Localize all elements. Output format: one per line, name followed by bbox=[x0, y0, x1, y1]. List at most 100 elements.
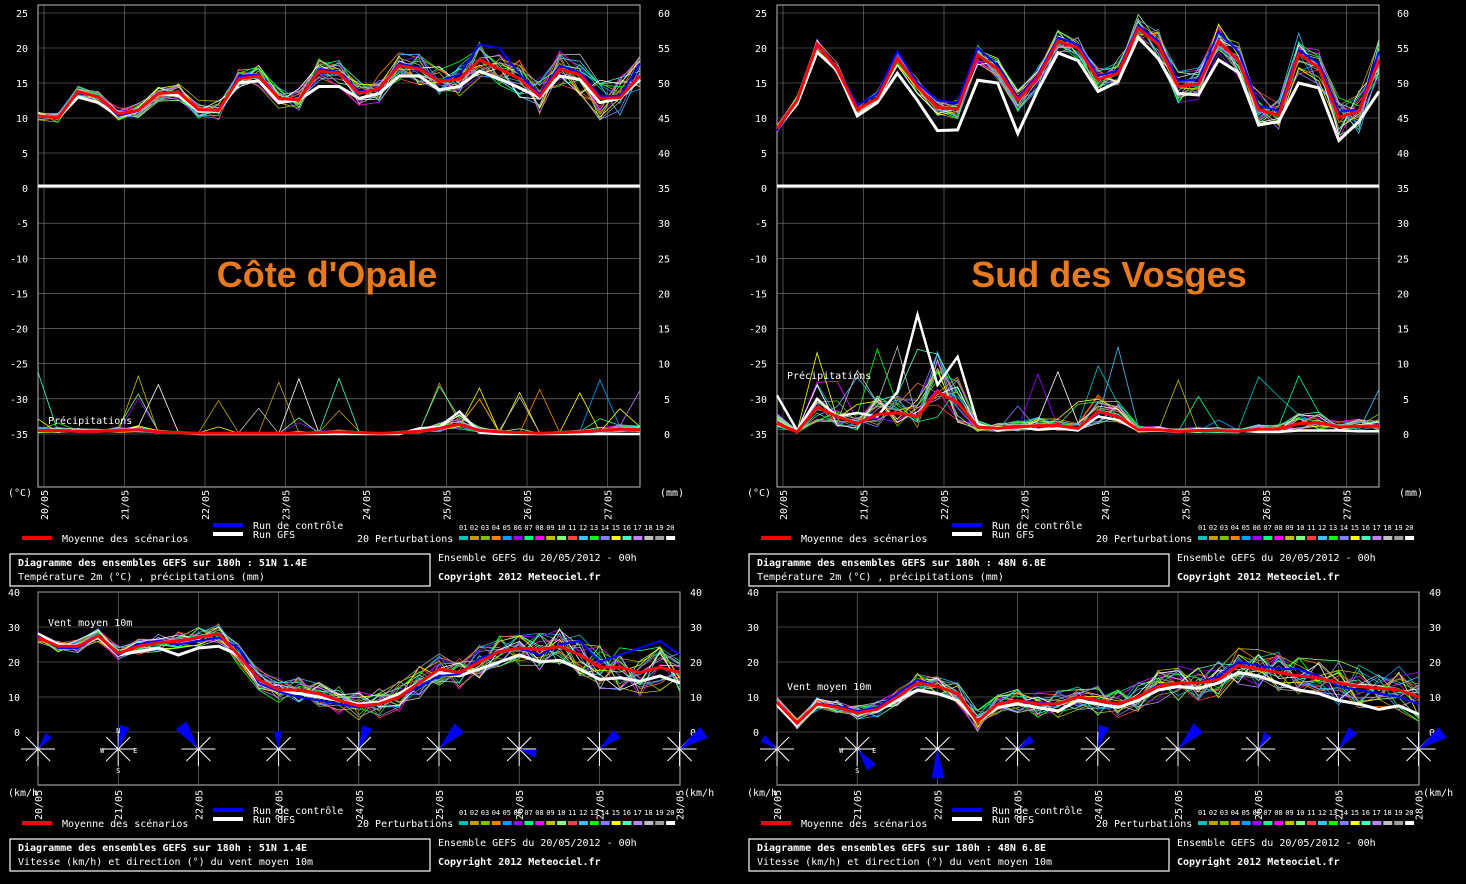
copyright: Copyright 2012 Meteociel.fr bbox=[1177, 856, 1340, 868]
member-swatch bbox=[1328, 536, 1338, 540]
region-title: Côte d'Opale bbox=[217, 254, 438, 295]
rose-spoke bbox=[117, 736, 131, 750]
mean-temp-line bbox=[775, 26, 1381, 130]
left-axis-tick: 25 bbox=[16, 9, 28, 20]
plot-frame bbox=[776, 4, 1380, 488]
legend-gfs: Run GFS bbox=[253, 815, 295, 826]
member-number: 19 bbox=[1394, 809, 1402, 817]
right-axis-tick: 35 bbox=[658, 184, 670, 195]
member-swatch bbox=[535, 536, 545, 540]
legend-perturbations: 20 Perturbations bbox=[357, 819, 453, 830]
member-swatch bbox=[1263, 821, 1273, 825]
info-box bbox=[9, 838, 431, 872]
ensemble-run: Ensemble GEFS du 20/05/2012 - 00h bbox=[438, 838, 637, 849]
rose-spoke bbox=[266, 748, 279, 762]
rose-wedge bbox=[1418, 727, 1447, 749]
member-number: 17 bbox=[633, 524, 641, 532]
precip-label: Précipitations bbox=[48, 415, 132, 427]
member-swatch bbox=[666, 536, 676, 540]
rose-wedge bbox=[1017, 735, 1035, 749]
day-label: 25/05 bbox=[435, 790, 446, 820]
member-number: 18 bbox=[644, 809, 652, 817]
right-axis-tick: 50 bbox=[1397, 79, 1409, 90]
member-number: 20 bbox=[666, 809, 674, 817]
member-number: 17 bbox=[633, 809, 641, 817]
right-axis-tick: 30 bbox=[658, 219, 670, 230]
member-swatch bbox=[1198, 536, 1207, 540]
legend-mean: Moyenne des scénarios bbox=[801, 533, 927, 545]
info-title: Diagramme des ensembles GEFS sur 180h : … bbox=[757, 557, 1046, 569]
copyright: Copyright 2012 Meteociel.fr bbox=[438, 856, 601, 868]
rose-spoke bbox=[1418, 748, 1431, 762]
gfs-precip-line bbox=[775, 309, 1379, 434]
rose-spoke bbox=[1017, 748, 1030, 762]
rose-wedge bbox=[439, 723, 465, 749]
left-axis-tick: 15 bbox=[16, 79, 28, 90]
member-swatch bbox=[1372, 536, 1382, 540]
day-label: 22/05 bbox=[940, 490, 951, 520]
member-swatch bbox=[666, 821, 676, 825]
rose-spoke bbox=[1406, 736, 1419, 750]
member-swatch bbox=[1350, 536, 1360, 540]
right-axis-tick: 5 bbox=[664, 395, 670, 406]
info-subtitle: Vitesse (km/h) et direction (°) du vent … bbox=[757, 857, 1052, 868]
rose-wedge bbox=[1097, 725, 1110, 749]
legend-cote-wind: Moyenne des scénarios Run de contrôleRun … bbox=[9, 805, 676, 872]
compass-s: S bbox=[116, 767, 120, 775]
rose-spoke bbox=[937, 736, 950, 750]
right-axis-tick: 60 bbox=[658, 9, 670, 20]
rose-wedge bbox=[1258, 732, 1271, 749]
day-label: 26/05 bbox=[1254, 790, 1265, 820]
rose-spoke bbox=[1085, 736, 1099, 750]
member-number: 12 bbox=[1318, 524, 1326, 532]
rose-spoke bbox=[1085, 748, 1099, 762]
left-axis-tick: 0 bbox=[753, 728, 759, 739]
member-number: 05 bbox=[1242, 809, 1250, 817]
member-number: 15 bbox=[612, 524, 620, 532]
member-number: 14 bbox=[601, 809, 609, 817]
member-swatch bbox=[1394, 821, 1404, 825]
rose-spoke bbox=[1005, 748, 1018, 762]
wind-rose bbox=[21, 732, 55, 766]
member-swatch bbox=[1219, 536, 1229, 540]
gfs-wind-line bbox=[775, 670, 1420, 728]
rose-wedge bbox=[1338, 727, 1358, 749]
member-number: 08 bbox=[535, 524, 543, 532]
member-number: 16 bbox=[623, 524, 631, 532]
day-label: 24/05 bbox=[1094, 790, 1105, 820]
wind-rose bbox=[1161, 723, 1204, 766]
rose-spoke bbox=[1326, 736, 1339, 750]
member-number: 06 bbox=[1253, 524, 1261, 532]
member-number: 11 bbox=[1307, 524, 1315, 532]
left-axis-tick: 10 bbox=[16, 114, 28, 125]
legend-control: Run de contrôle bbox=[253, 520, 343, 532]
day-label: 23/05 bbox=[275, 790, 286, 820]
member-swatch bbox=[480, 536, 490, 540]
day-label: 24/05 bbox=[1101, 490, 1112, 520]
member-number: 12 bbox=[579, 809, 587, 817]
wind-rose bbox=[582, 729, 621, 766]
compass-e: E bbox=[872, 747, 876, 755]
legend-control: Run de contrôle bbox=[992, 805, 1082, 817]
left-axis-tick: -15 bbox=[749, 289, 767, 300]
right-axis-tick: 20 bbox=[1429, 658, 1441, 669]
compass-s: S bbox=[855, 767, 859, 775]
day-label: 23/05 bbox=[282, 490, 293, 520]
member-swatch bbox=[600, 821, 610, 825]
member-swatch bbox=[1241, 536, 1251, 540]
member-number: 15 bbox=[1351, 809, 1359, 817]
compass-n: N bbox=[116, 727, 120, 735]
member-number: 10 bbox=[1296, 809, 1304, 817]
rose-spoke bbox=[117, 748, 131, 762]
day-label: 27/05 bbox=[595, 790, 606, 820]
day-label: 27/05 bbox=[1343, 490, 1354, 520]
right-axis-tick: 10 bbox=[1429, 693, 1441, 704]
rose-spoke bbox=[1406, 748, 1419, 762]
ensemble-run: Ensemble GEFS du 20/05/2012 - 00h bbox=[1177, 553, 1376, 564]
rose-spoke bbox=[426, 748, 440, 762]
day-label: 24/05 bbox=[355, 790, 366, 820]
rose-spoke bbox=[518, 736, 532, 750]
member-number: 15 bbox=[1351, 524, 1359, 532]
member-swatch bbox=[578, 821, 588, 825]
mean-wind-line bbox=[37, 632, 681, 708]
